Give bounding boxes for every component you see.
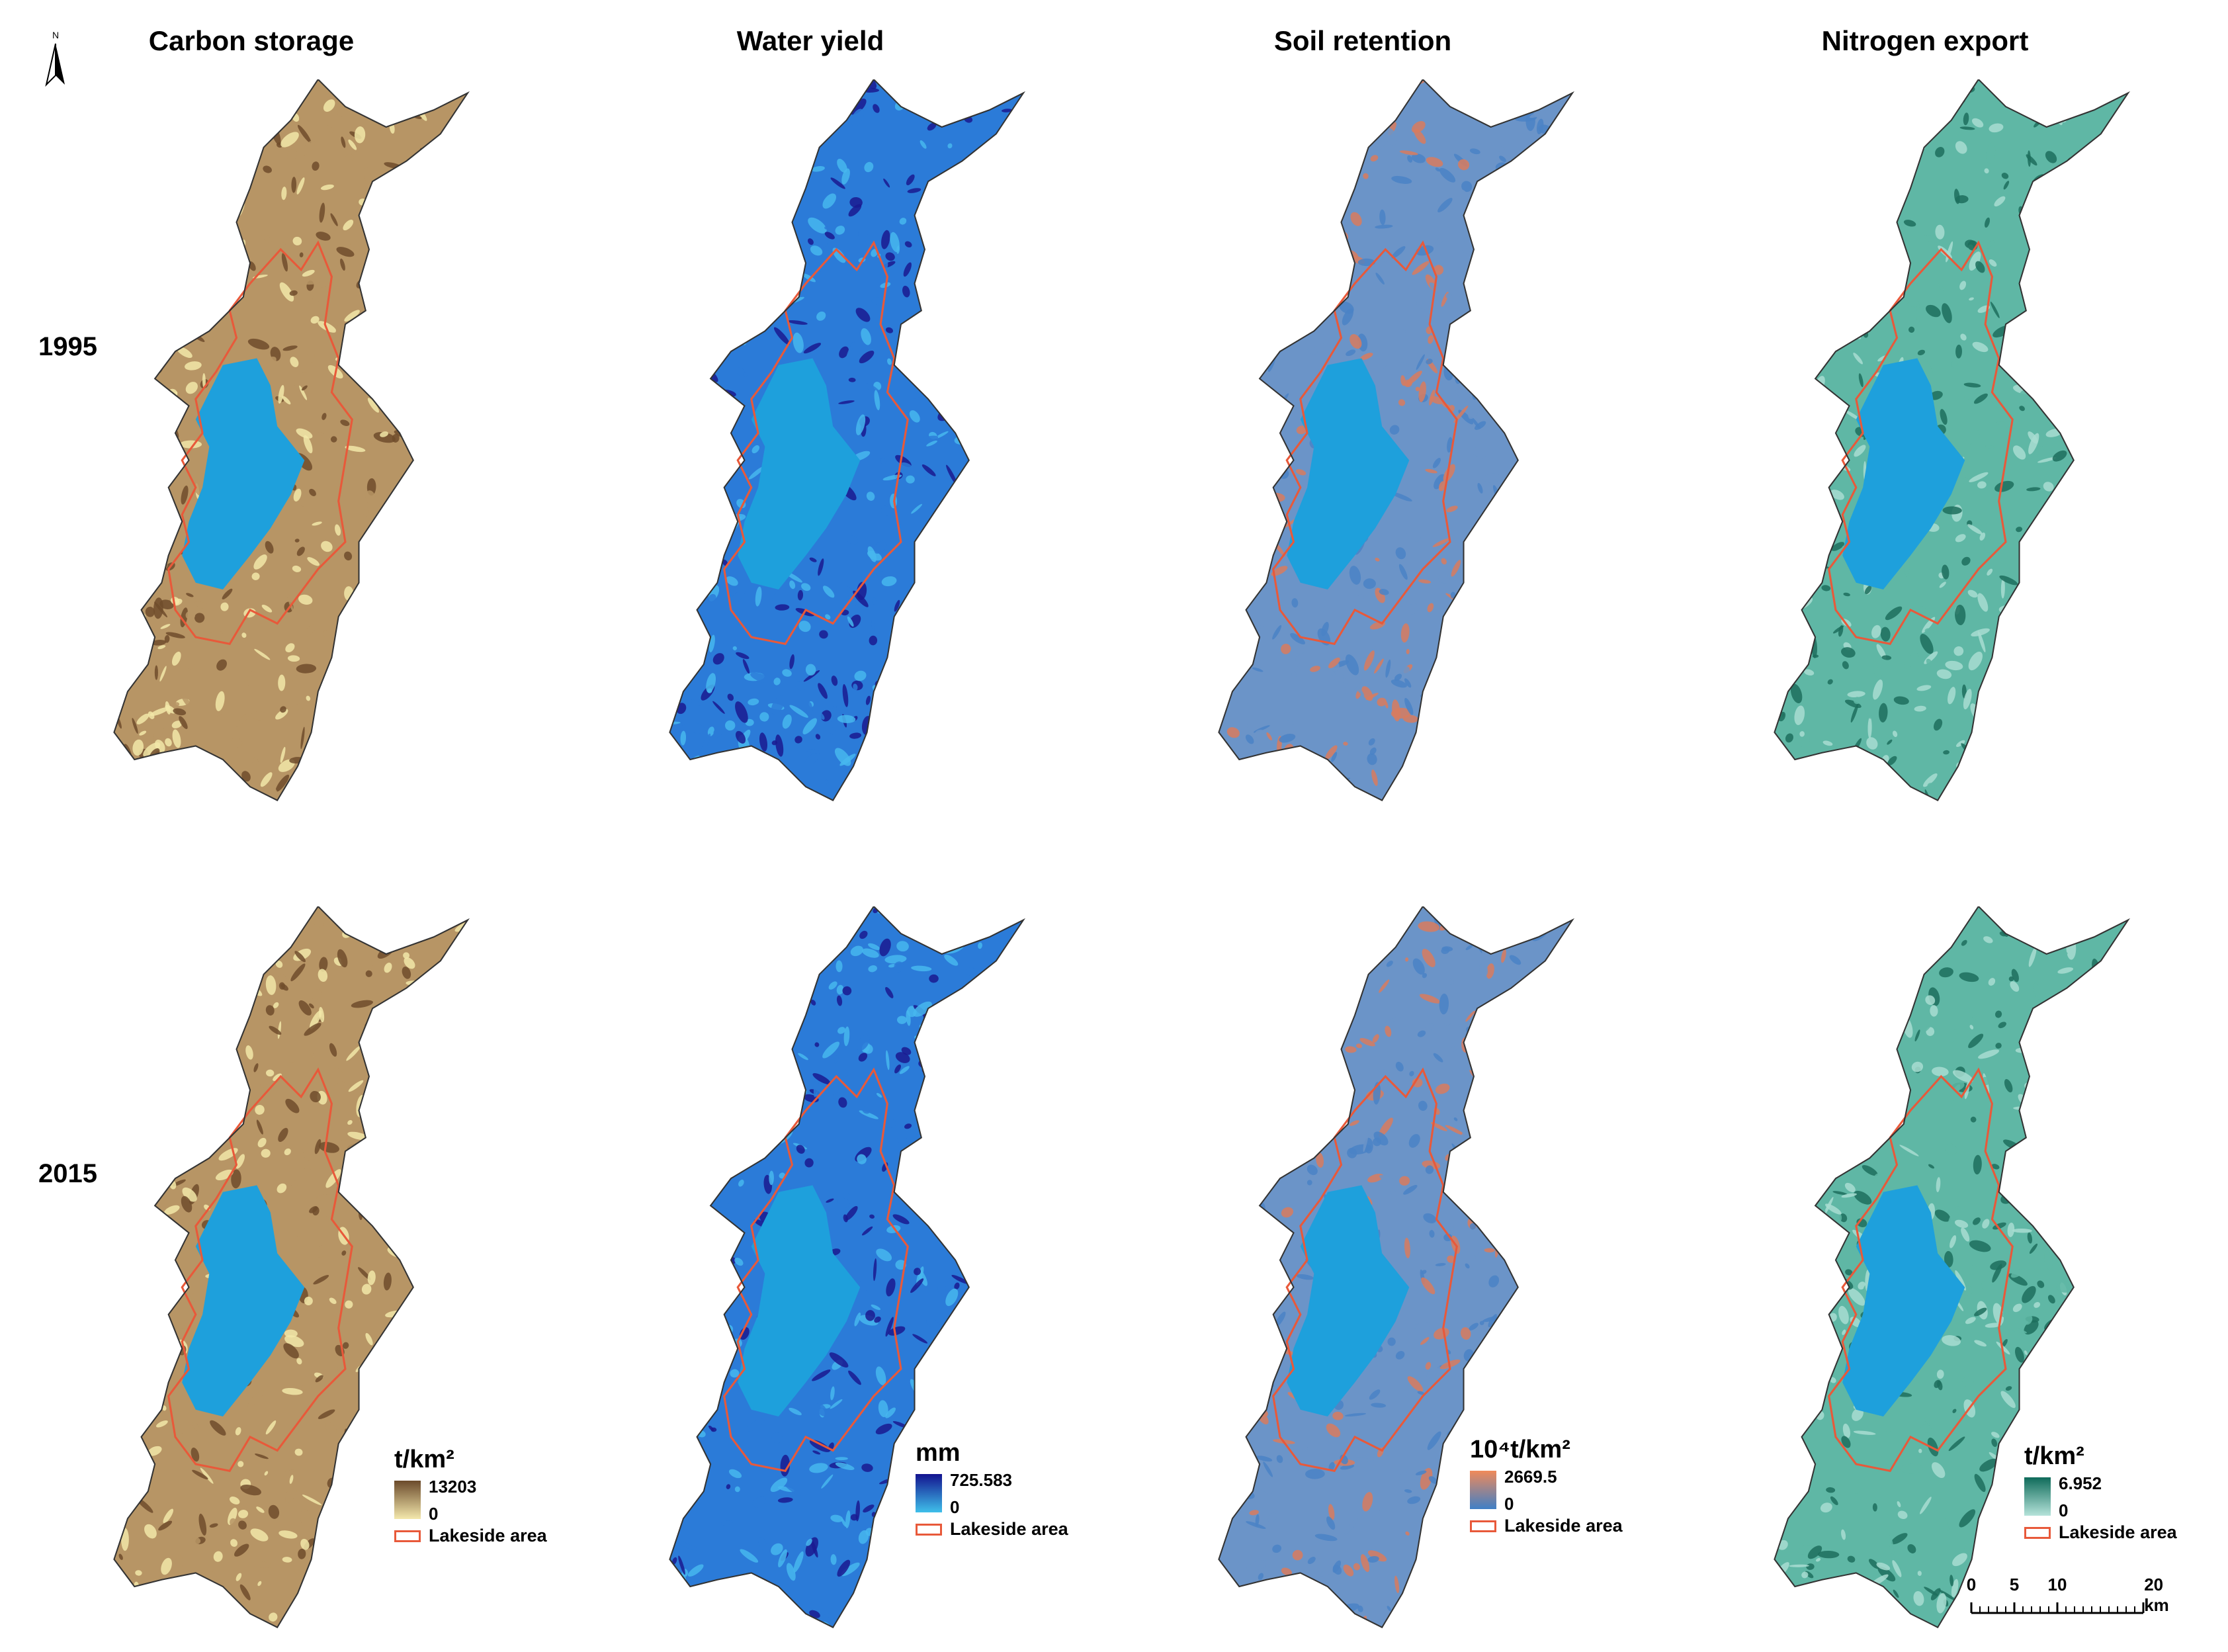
legend-color-ramp [916,1474,942,1512]
lakeside-swatch [916,1523,942,1536]
map-svg [1218,78,1575,802]
lakeside-boundary [1828,240,2014,645]
legend-max: 6.952 [2059,1473,2102,1493]
map-svg [1218,905,1575,1629]
lakeside-swatch [394,1530,421,1542]
map-svg [1774,78,2131,802]
watershed-area [1774,906,2129,1628]
column-title-carbon-storage: Carbon storage [148,25,355,56]
year-label-2015: 2015 [38,1159,97,1188]
map-carbon-storage-1995 [86,78,509,807]
map-svg [1774,905,2131,1629]
year-label-1995: 1995 [38,332,97,361]
watershed-boundary [1774,905,2131,1629]
lake [738,1185,861,1417]
lake [1842,358,1965,590]
legend-min: 0 [429,1504,439,1524]
legend-color-ramp [1470,1471,1496,1509]
scale-label-5: 5 [2009,1575,2020,1594]
column-title-water-yield: Water yield [736,25,884,56]
legend-min: 0 [950,1497,960,1517]
watershed-area [669,906,1024,1628]
lakeside-swatch [2024,1526,2051,1539]
map-soil-retention-1995 [1191,78,1614,807]
lake [182,358,305,590]
map-water-yield-1995 [642,78,1065,807]
legend-lakeside-label: Lakeside area [950,1519,1068,1539]
lakeside-boundary [167,240,353,645]
legend-unit: t/km² [2024,1442,2084,1470]
scale-bar: 0 5 10 20 km [1958,1575,2170,1634]
lakeside-swatch [1470,1520,1496,1532]
watershed-area [114,79,468,801]
map-svg [669,905,1026,1629]
legend-lakeside-label: Lakeside area [429,1526,547,1545]
scale-label-10: 10 [2047,1575,2067,1594]
watershed-area [1774,79,2129,801]
lake [1842,1185,1965,1417]
watershed-area [1219,79,1573,801]
legend-min: 0 [2059,1500,2069,1520]
watershed-boundary [669,905,1026,1629]
column-title-nitrogen-export: Nitrogen export [1821,25,2029,56]
legend-unit: mm [916,1439,961,1467]
scale-label-0: 0 [1966,1575,1977,1594]
lakeside-boundary [167,1067,353,1472]
watershed-boundary [113,905,470,1629]
legend-unit: t/km² [394,1446,454,1473]
lakeside-boundary [723,240,909,645]
legend-max: 13203 [429,1477,477,1497]
watershed-boundary [669,78,1026,802]
map-carbon-storage-2015 [86,905,509,1634]
legend-color-ramp [2024,1477,2051,1516]
column-title-soil-retention: Soil retention [1273,25,1452,56]
map-soil-retention-2015 [1191,905,1614,1634]
map-water-yield-2015 [642,905,1065,1634]
legend-min: 0 [1504,1494,1514,1514]
legend-soil-retention: 10⁴t/km² 2669.5 0 Lakeside area [1470,1436,1623,1536]
map-svg [113,78,470,802]
legend-nitrogen-export: t/km² 6.952 0 Lakeside area [2024,1442,2177,1543]
legend-color-ramp [394,1481,421,1519]
legend-unit: 10⁴t/km² [1470,1436,1570,1463]
map-nitrogen-export-1995 [1746,78,2170,807]
north-arrow-icon: N [42,29,69,89]
lakeside-boundary [723,1067,909,1472]
watershed-boundary [1218,905,1575,1629]
map-svg [113,905,470,1629]
legend-lakeside-label: Lakeside area [1504,1516,1623,1536]
scale-bar-ruler [1970,1602,2145,1614]
legend-water-yield: mm 725.583 0 Lakeside area [916,1439,1068,1540]
map-svg [669,78,1026,802]
watershed-boundary [113,78,470,802]
lakeside-boundary [1828,1067,2014,1472]
lake [1287,358,1410,590]
north-label: N [52,30,59,40]
legend-max: 725.583 [950,1470,1012,1490]
watershed-boundary [1218,78,1575,802]
watershed-boundary [1774,78,2131,802]
map-nitrogen-export-2015 [1746,905,2170,1634]
watershed-area [114,906,468,1628]
scale-label-20: 20 km [2144,1575,2169,1615]
lake [738,358,861,590]
lakeside-boundary [1272,1067,1458,1472]
lakeside-boundary [1272,240,1458,645]
legend-lakeside-label: Lakeside area [2059,1522,2177,1542]
lake [182,1185,305,1417]
watershed-area [669,79,1024,801]
lake [1287,1185,1410,1417]
legend-carbon-storage: t/km² 13203 0 Lakeside area [394,1446,547,1546]
legend-max: 2669.5 [1504,1467,1557,1487]
